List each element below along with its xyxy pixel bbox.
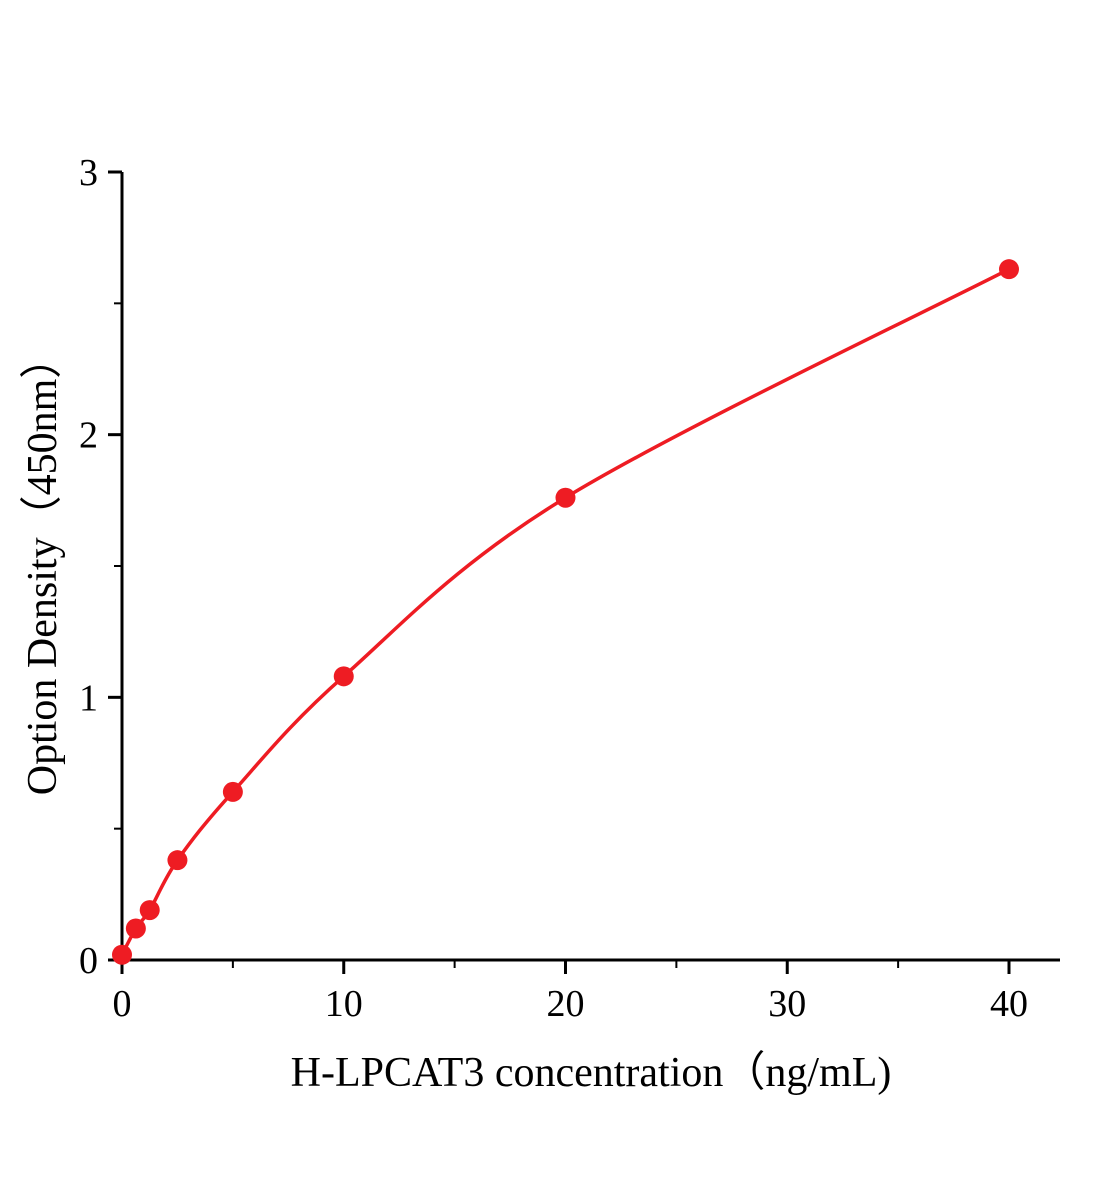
data-point (139, 900, 160, 921)
data-point (555, 487, 576, 508)
x-axis-title: H-LPCAT3 concentration（ng/mL) (291, 1050, 892, 1096)
y-axis-ticks: 0 1 2 3 (79, 152, 122, 982)
x-axis-ticks: 0 10 20 30 40 (113, 960, 1028, 1025)
x-tick-label: 30 (768, 983, 806, 1025)
y-axis-title: Option Density（450nm） (20, 337, 66, 796)
y-tick-label: 0 (79, 940, 98, 982)
data-point (112, 944, 132, 965)
y-tick-label: 3 (79, 152, 98, 194)
y-tick-label: 2 (79, 415, 98, 457)
data-point (167, 850, 188, 871)
data-point (222, 781, 243, 802)
x-tick-label: 0 (113, 983, 132, 1025)
standard-curve-line (120, 267, 1010, 956)
y-tick-label: 1 (79, 677, 98, 719)
x-tick-label: 10 (325, 983, 363, 1025)
x-tick-label: 20 (546, 983, 584, 1025)
data-point (333, 666, 354, 687)
data-point-markers (112, 259, 1019, 965)
x-tick-label: 40 (990, 983, 1028, 1025)
data-point (998, 259, 1019, 280)
axis-lines (120, 172, 1060, 962)
data-point (125, 918, 146, 939)
